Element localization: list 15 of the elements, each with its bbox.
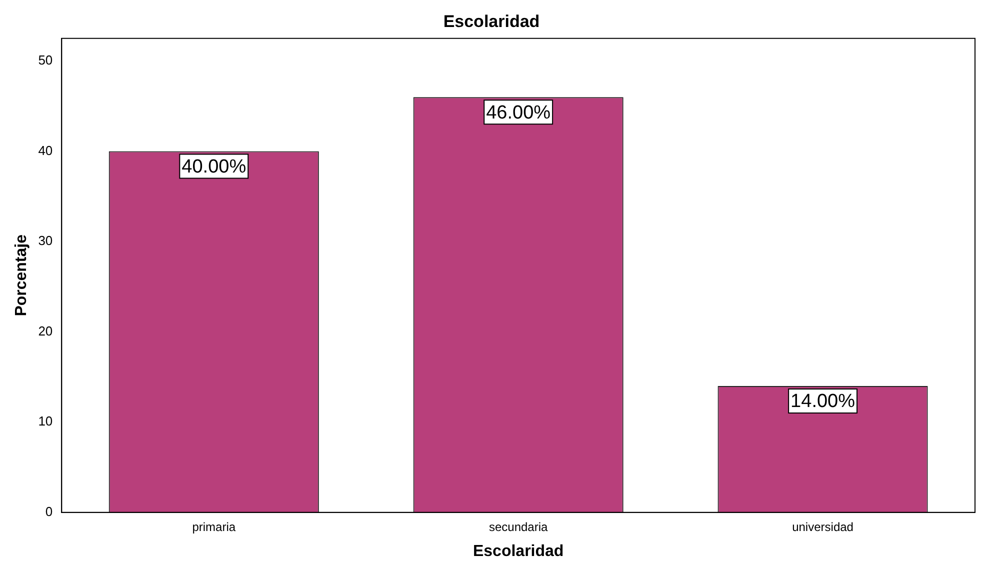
y-axis-title: Porcentaje [13,234,30,316]
y-tick-label: 0 [45,504,53,519]
x-tick-label: universidad [792,520,854,534]
y-tick-label: 30 [38,233,53,248]
data-label: 14.00% [790,391,856,412]
chart-title: Escolaridad [443,12,540,31]
x-tick-label: primaria [192,520,236,534]
x-tick-label: secundaria [488,520,548,534]
data-label: 46.00% [486,102,551,124]
y-tick-label: 20 [38,323,53,338]
y-tick-label: 10 [38,414,53,429]
y-tick-label: 50 [38,52,53,68]
x-axis-title: Escolaridad [472,542,564,560]
y-tick-label: 40 [38,142,53,158]
data-label: 40.00% [182,156,246,178]
